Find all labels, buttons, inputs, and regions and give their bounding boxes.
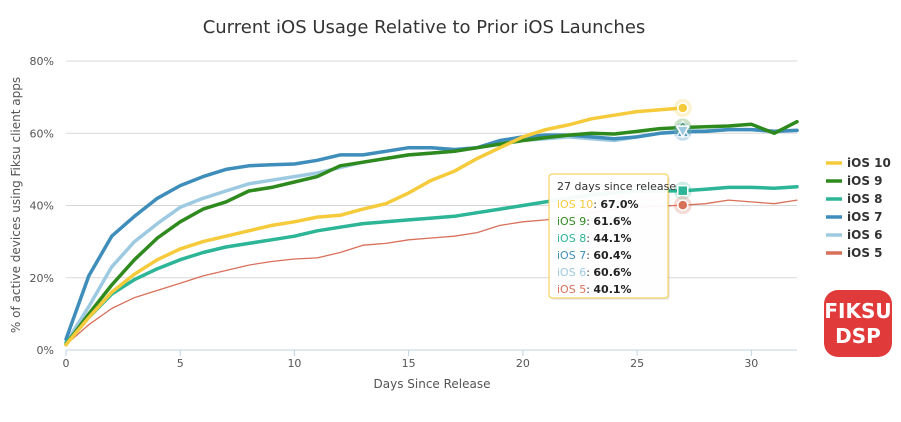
chart-title: Current iOS Usage Relative to Prior iOS … — [203, 17, 646, 38]
logo-line1: FIKSU — [824, 299, 891, 323]
y-axis-ticks: 0% 20% 40% 60% 80% — [30, 55, 54, 357]
tooltip-row: iOS 8: 44.1% — [557, 232, 632, 245]
fiksu-dsp-logo: FIKSU DSP — [824, 290, 892, 357]
tooltip-row-value: 40.1% — [593, 283, 631, 296]
y-tick-label: 40% — [30, 200, 54, 213]
legend-label: iOS 5 — [847, 246, 882, 260]
tooltip-row: iOS 10: 67.0% — [557, 198, 639, 211]
series-line-ios-9 — [64, 119, 799, 347]
marker-ios-6 — [675, 125, 691, 139]
legend-label: iOS 10 — [847, 156, 891, 170]
tooltip-row-colon: : — [586, 215, 593, 228]
x-tick-label: 15 — [402, 357, 416, 370]
tooltip-row: iOS 6: 60.6% — [557, 266, 632, 279]
tooltip-row-value: 67.0% — [600, 198, 638, 211]
y-tick-label: 60% — [30, 127, 54, 140]
legend-label: iOS 8 — [847, 192, 882, 206]
tooltip-row-colon: : — [586, 283, 593, 296]
legend-item-ios-7[interactable]: iOS 7 — [826, 210, 882, 224]
legend-label: iOS 9 — [847, 174, 882, 188]
tooltip-row-label: iOS 9 — [557, 215, 586, 228]
tooltip-row-label: iOS 8 — [557, 232, 586, 245]
legend-item-ios-8[interactable]: iOS 8 — [826, 192, 882, 206]
x-tick-label: 5 — [177, 357, 184, 370]
legend-item-ios-5[interactable]: iOS 5 — [826, 246, 882, 260]
tooltip-row-colon: : — [586, 232, 593, 245]
logo-line2: DSP — [835, 324, 881, 348]
tooltip-row-colon: : — [586, 249, 593, 262]
x-axis-ticks: 0 5 10 15 20 25 30 — [63, 350, 758, 370]
x-axis-title: Days Since Release — [374, 377, 491, 391]
tooltip-row-label: iOS 5 — [557, 283, 586, 296]
legend-label: iOS 6 — [847, 228, 882, 242]
x-tick-label: 10 — [287, 357, 301, 370]
marker-ios-10 — [677, 102, 689, 114]
legend-item-ios-10[interactable]: iOS 10 — [826, 156, 891, 170]
y-tick-label: 0% — [37, 344, 54, 357]
x-tick-label: 20 — [516, 357, 530, 370]
tooltip-row-value: 44.1% — [593, 232, 631, 245]
tooltip-row-value: 60.6% — [593, 266, 631, 279]
tooltip-row-label: iOS 7 — [557, 249, 586, 262]
series-lines — [64, 106, 799, 347]
series-line-ios-5 — [65, 199, 798, 346]
legend-item-ios-6[interactable]: iOS 6 — [826, 228, 882, 242]
tooltip-row-label: iOS 10 — [557, 198, 593, 211]
logo-background — [824, 290, 892, 357]
x-tick-label: 0 — [63, 357, 70, 370]
marker-ios-5 — [677, 199, 689, 211]
legend-item-ios-9[interactable]: iOS 9 — [826, 174, 882, 188]
tooltip-row: iOS 9: 61.6% — [557, 215, 632, 228]
x-tick-label: 25 — [630, 357, 644, 370]
legend: iOS 10 iOS 9 iOS 8 iOS 7 iOS 6 iOS 5 — [826, 156, 891, 260]
tooltip-row: iOS 5: 40.1% — [557, 283, 632, 296]
tooltip-header: 27 days since release — [557, 180, 676, 193]
x-tick-label: 30 — [744, 357, 758, 370]
tooltip-row: iOS 7: 60.4% — [557, 249, 632, 262]
legend-label: iOS 7 — [847, 210, 882, 224]
y-axis-title: % of active devices using Fiksu client a… — [9, 77, 23, 333]
tooltip-row-colon: : — [586, 266, 593, 279]
hover-markers — [673, 98, 692, 215]
series-line-ios-6 — [64, 127, 799, 345]
y-tick-label: 20% — [30, 272, 54, 285]
tooltip-row-label: iOS 6 — [557, 266, 586, 279]
y-tick-label: 80% — [30, 55, 54, 68]
tooltip-row-colon: : — [593, 198, 600, 211]
marker-ios-8 — [677, 184, 689, 197]
tooltip-row-value: 61.6% — [593, 215, 631, 228]
series-line-ios-10 — [64, 106, 685, 347]
tooltip-box — [548, 173, 669, 299]
series-line-ios-8 — [64, 184, 799, 345]
tooltip-row-value: 60.4% — [593, 249, 631, 262]
series-line-ios-7 — [64, 127, 799, 341]
tooltip: 27 days since release iOS 10: 67.0% iOS 9:… — [548, 173, 676, 300]
